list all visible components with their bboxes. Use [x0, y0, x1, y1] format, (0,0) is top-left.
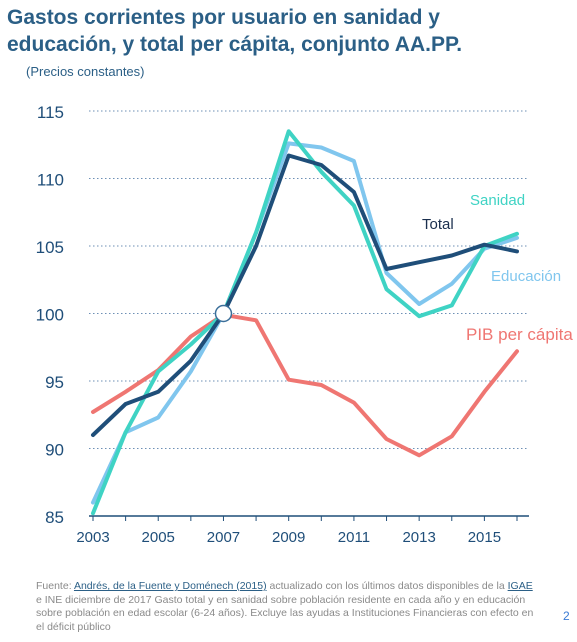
source-link[interactable]: Andrés, de la Fuente y Doménech (2015) — [73, 580, 267, 592]
y-tick-label-90: 90 — [45, 441, 64, 460]
chart-subtitle: (Precios constantes) — [26, 64, 145, 79]
y-tick-label-105: 105 — [36, 238, 64, 257]
x-tick-label-2007: 2007 — [207, 529, 240, 546]
series-label-educaci-n: Educación — [491, 268, 561, 285]
chart-title-line-2: educación, y total per cápita, conjunto … — [7, 33, 463, 56]
source-text-1: actualizado con los últimos datos dispon… — [266, 580, 508, 592]
source-footnote: Fuente: Andrés, de la Fuente y Doménech … — [36, 580, 536, 634]
series-line-pib-per-c-pita — [91, 312, 519, 458]
series-labels: Total Sanidad Educación PIB per cápita — [422, 192, 573, 344]
chart-title: Gastos corrientes por usuario en sanidad… — [7, 4, 572, 58]
y-tick-label-95: 95 — [45, 373, 64, 392]
y-tick-label-115: 115 — [37, 103, 64, 122]
x-axis: 2003 2005 2007 2009 2011 2013 2015 — [76, 515, 529, 546]
page-number: 2 — [563, 609, 570, 623]
series-line-educaci-n — [91, 141, 519, 505]
chart-title-line-1: Gastos corrientes por usuario en sanidad… — [7, 6, 440, 29]
series-line-total — [91, 153, 519, 437]
igae-link[interactable]: IGAE — [507, 580, 533, 592]
series-lines — [91, 129, 519, 516]
base-year-marker — [214, 304, 233, 323]
y-tick-label-110: 110 — [37, 171, 64, 190]
series-label-total: Total — [422, 216, 454, 233]
y-axis-ticks: 85 90 95 100 105 110 115 — [36, 103, 64, 527]
y-tick-label-85: 85 — [45, 508, 64, 527]
x-tick-label-2005: 2005 — [142, 529, 175, 546]
source-prefix: Fuente: — [36, 580, 74, 592]
series-label-pib-per-c-pita: PIB per cápita — [466, 325, 573, 344]
x-tick-label-2011: 2011 — [338, 529, 370, 546]
y-tick-label-100: 100 — [36, 306, 64, 325]
x-tick-label-2009: 2009 — [272, 529, 305, 546]
x-tick-label-2003: 2003 — [76, 529, 109, 546]
source-text-2: e INE diciembre de 2017 Gasto total y en… — [36, 593, 534, 633]
series-line-sanidad — [91, 129, 519, 516]
x-tick-label-2013: 2013 — [402, 529, 435, 546]
x-tick-label-2015: 2015 — [468, 529, 501, 546]
series-label-sanidad: Sanidad — [470, 192, 525, 209]
